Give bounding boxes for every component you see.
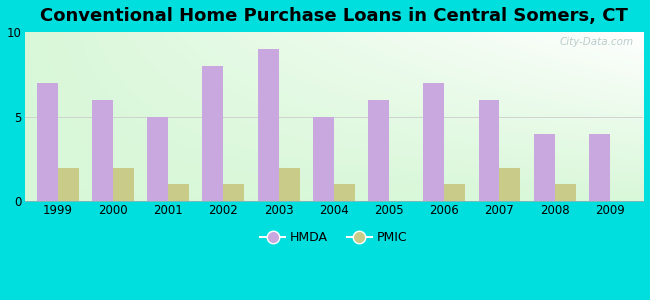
Bar — [534, 134, 554, 201]
Title: Conventional Home Purchase Loans in Central Somers, CT: Conventional Home Purchase Loans in Cent… — [40, 7, 628, 25]
Bar — [92, 100, 113, 201]
Bar — [554, 184, 576, 201]
Bar — [589, 134, 610, 201]
Bar — [334, 184, 355, 201]
Bar — [257, 49, 279, 201]
Bar — [168, 184, 189, 201]
Bar — [58, 167, 79, 201]
Text: City-Data.com: City-Data.com — [560, 37, 634, 47]
Bar — [444, 184, 465, 201]
Bar — [224, 184, 244, 201]
Bar — [368, 100, 389, 201]
Bar — [202, 66, 224, 201]
Bar — [499, 167, 521, 201]
Bar — [37, 83, 58, 201]
Bar — [147, 117, 168, 201]
Bar — [313, 117, 334, 201]
Bar — [279, 167, 300, 201]
Legend: HMDA, PMIC: HMDA, PMIC — [255, 226, 413, 249]
Bar — [113, 167, 134, 201]
Bar — [423, 83, 444, 201]
Bar — [478, 100, 499, 201]
